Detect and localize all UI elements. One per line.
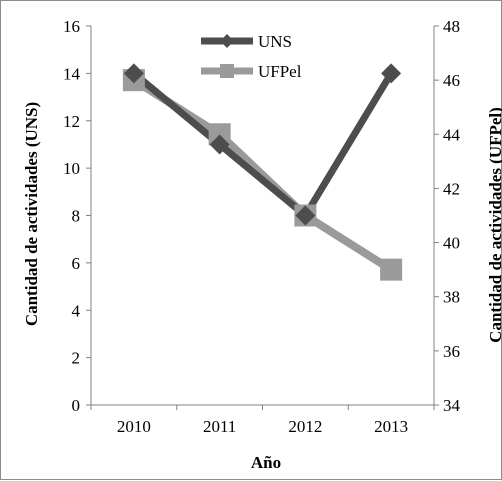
- legend-marker-ufpel: [220, 64, 234, 78]
- right-y-tick-label: 42: [443, 179, 460, 198]
- right-y-tick-label: 34: [443, 396, 461, 415]
- series-line-uns: [131, 70, 395, 219]
- axes: [86, 25, 439, 410]
- data-point-uns: [209, 134, 230, 155]
- legend-label-uns: UNS: [258, 32, 292, 51]
- data-point-ufpel: [208, 123, 231, 146]
- left-y-axis-title: Cantidad de actividades (UNS): [22, 102, 41, 326]
- x-tick-label: 2010: [117, 417, 151, 436]
- legend-label-ufpel: UFPel: [258, 62, 302, 81]
- left-y-tick-label: 14: [63, 64, 81, 83]
- legend-item-uns: UNS: [201, 32, 292, 51]
- series: [122, 63, 403, 281]
- data-point-uns: [381, 63, 402, 84]
- right-y-tick-label: 40: [443, 234, 460, 253]
- left-y-tick-label: 16: [63, 17, 80, 36]
- left-y-tick-label: 6: [72, 254, 81, 273]
- left-y-tick-label: 0: [72, 396, 81, 415]
- x-tick-label: 2012: [288, 417, 322, 436]
- data-point-uns: [123, 63, 144, 84]
- legend-marker-uns: [220, 34, 234, 48]
- left-y-tick-label: 8: [72, 207, 81, 226]
- x-tick-label: 2013: [374, 417, 408, 436]
- left-y-tick-label: 12: [63, 112, 80, 131]
- legend-item-ufpel: UFPel: [201, 62, 302, 81]
- right-y-tick-label: 38: [443, 288, 460, 307]
- right-y-axis-title: Cantidad de actividades (UFPel): [486, 107, 502, 343]
- data-point-uns: [295, 205, 316, 226]
- x-axis-title: Año: [251, 453, 281, 472]
- data-point-ufpel: [380, 258, 403, 281]
- right-y-tick-label: 36: [443, 342, 460, 361]
- right-y-tick-label: 44: [443, 125, 461, 144]
- right-y-tick-label: 46: [443, 71, 460, 90]
- left-y-tick-label: 4: [72, 301, 81, 320]
- left-y-tick-label: 2: [72, 349, 81, 368]
- legend: UNS UFPel: [201, 32, 302, 81]
- x-tick-label: 2011: [203, 417, 236, 436]
- left-y-tick-label: 10: [63, 159, 80, 178]
- right-y-tick-label: 48: [443, 17, 460, 36]
